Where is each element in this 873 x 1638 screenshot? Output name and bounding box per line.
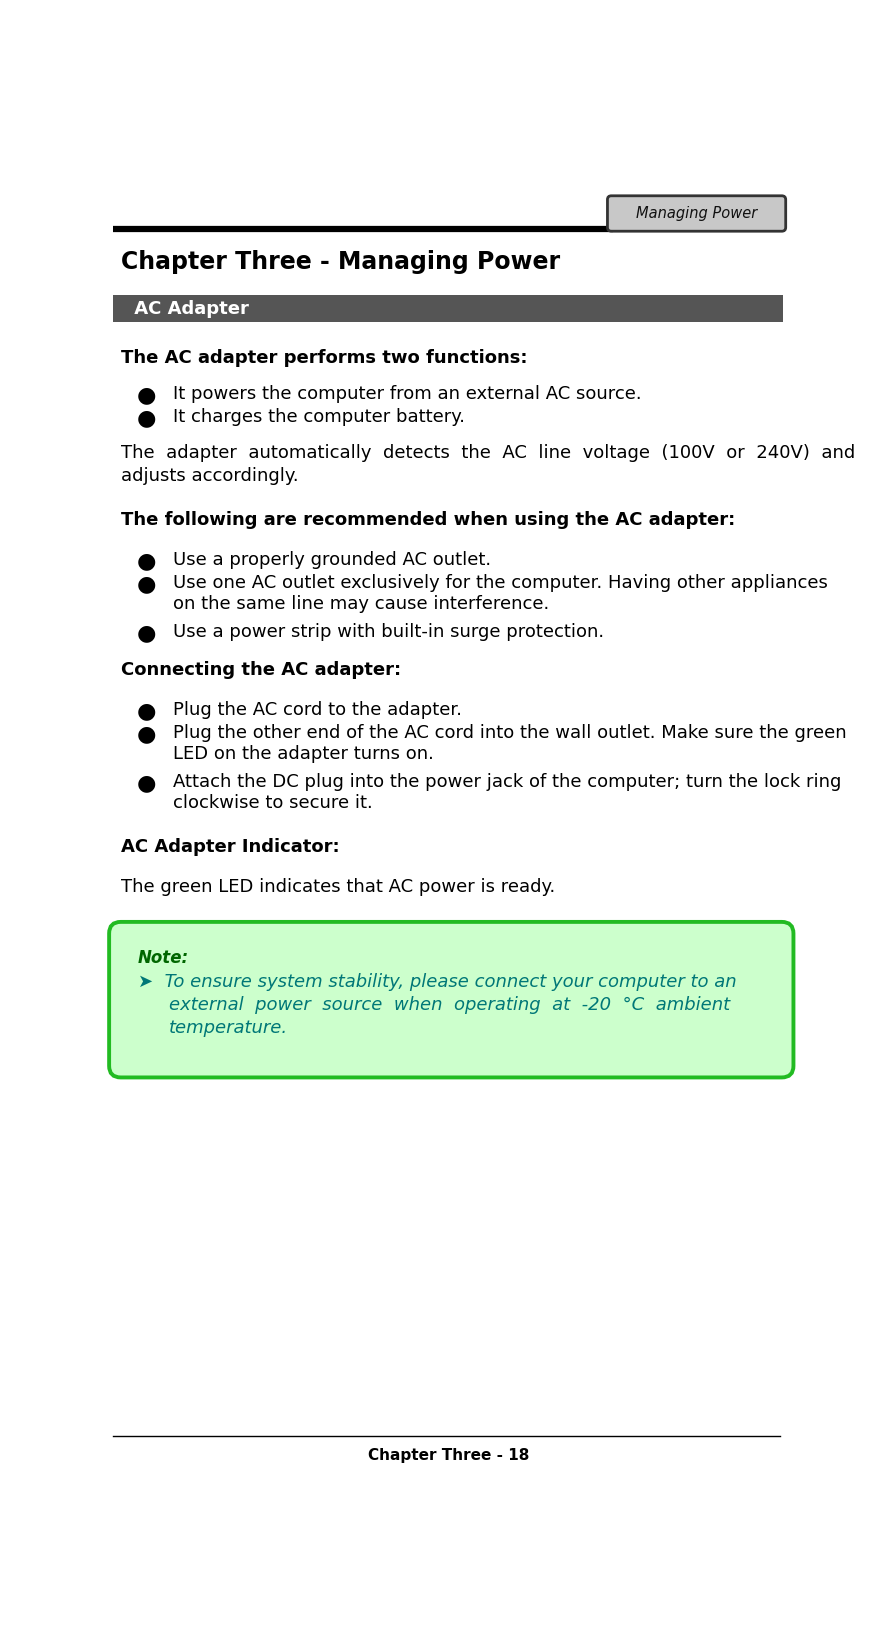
Text: ●: ● — [137, 773, 156, 793]
Text: The  adapter  automatically  detects  the  AC  line  voltage  (100V  or  240V)  : The adapter automatically detects the AC… — [120, 444, 855, 462]
Text: ●: ● — [137, 724, 156, 744]
Text: Note:: Note: — [138, 948, 189, 966]
Text: It charges the computer battery.: It charges the computer battery. — [173, 408, 464, 426]
FancyBboxPatch shape — [109, 922, 794, 1078]
Text: The green LED indicates that AC power is ready.: The green LED indicates that AC power is… — [120, 878, 555, 896]
Text: ●: ● — [137, 701, 156, 721]
Text: ➤  To ensure system stability, please connect your computer to an: ➤ To ensure system stability, please con… — [138, 973, 737, 991]
Text: external  power  source  when  operating  at  -20  °C  ambient: external power source when operating at … — [168, 996, 730, 1014]
Text: ●: ● — [137, 550, 156, 572]
Text: It powers the computer from an external AC source.: It powers the computer from an external … — [173, 385, 642, 403]
Text: Chapter Three - Managing Power: Chapter Three - Managing Power — [120, 251, 560, 275]
Text: The following are recommended when using the AC adapter:: The following are recommended when using… — [120, 511, 735, 529]
Text: Use one AC outlet exclusively for the computer. Having other appliances
on the s: Use one AC outlet exclusively for the co… — [173, 573, 828, 613]
Text: Attach the DC plug into the power jack of the computer; turn the lock ring
clock: Attach the DC plug into the power jack o… — [173, 773, 841, 812]
Text: Managing Power: Managing Power — [636, 206, 757, 221]
Text: ●: ● — [137, 573, 156, 595]
Text: The AC adapter performs two functions:: The AC adapter performs two functions: — [120, 349, 527, 367]
Text: Connecting the AC adapter:: Connecting the AC adapter: — [120, 662, 401, 680]
FancyBboxPatch shape — [608, 197, 786, 231]
Text: adjusts accordingly.: adjusts accordingly. — [120, 467, 299, 485]
Bar — [113, 295, 783, 323]
Text: AC Adapter: AC Adapter — [128, 300, 250, 318]
Text: temperature.: temperature. — [168, 1019, 288, 1037]
Text: Use a properly grounded AC outlet.: Use a properly grounded AC outlet. — [173, 550, 491, 568]
Text: ●: ● — [137, 622, 156, 644]
Text: Chapter Three - 18: Chapter Three - 18 — [368, 1448, 529, 1463]
Text: Plug the AC cord to the adapter.: Plug the AC cord to the adapter. — [173, 701, 462, 719]
Text: Plug the other end of the AC cord into the wall outlet. Make sure the green
LED : Plug the other end of the AC cord into t… — [173, 724, 846, 763]
Text: Use a power strip with built-in surge protection.: Use a power strip with built-in surge pr… — [173, 622, 604, 640]
Text: AC Adapter Indicator:: AC Adapter Indicator: — [120, 839, 340, 857]
Text: ●: ● — [137, 385, 156, 405]
Text: ●: ● — [137, 408, 156, 428]
